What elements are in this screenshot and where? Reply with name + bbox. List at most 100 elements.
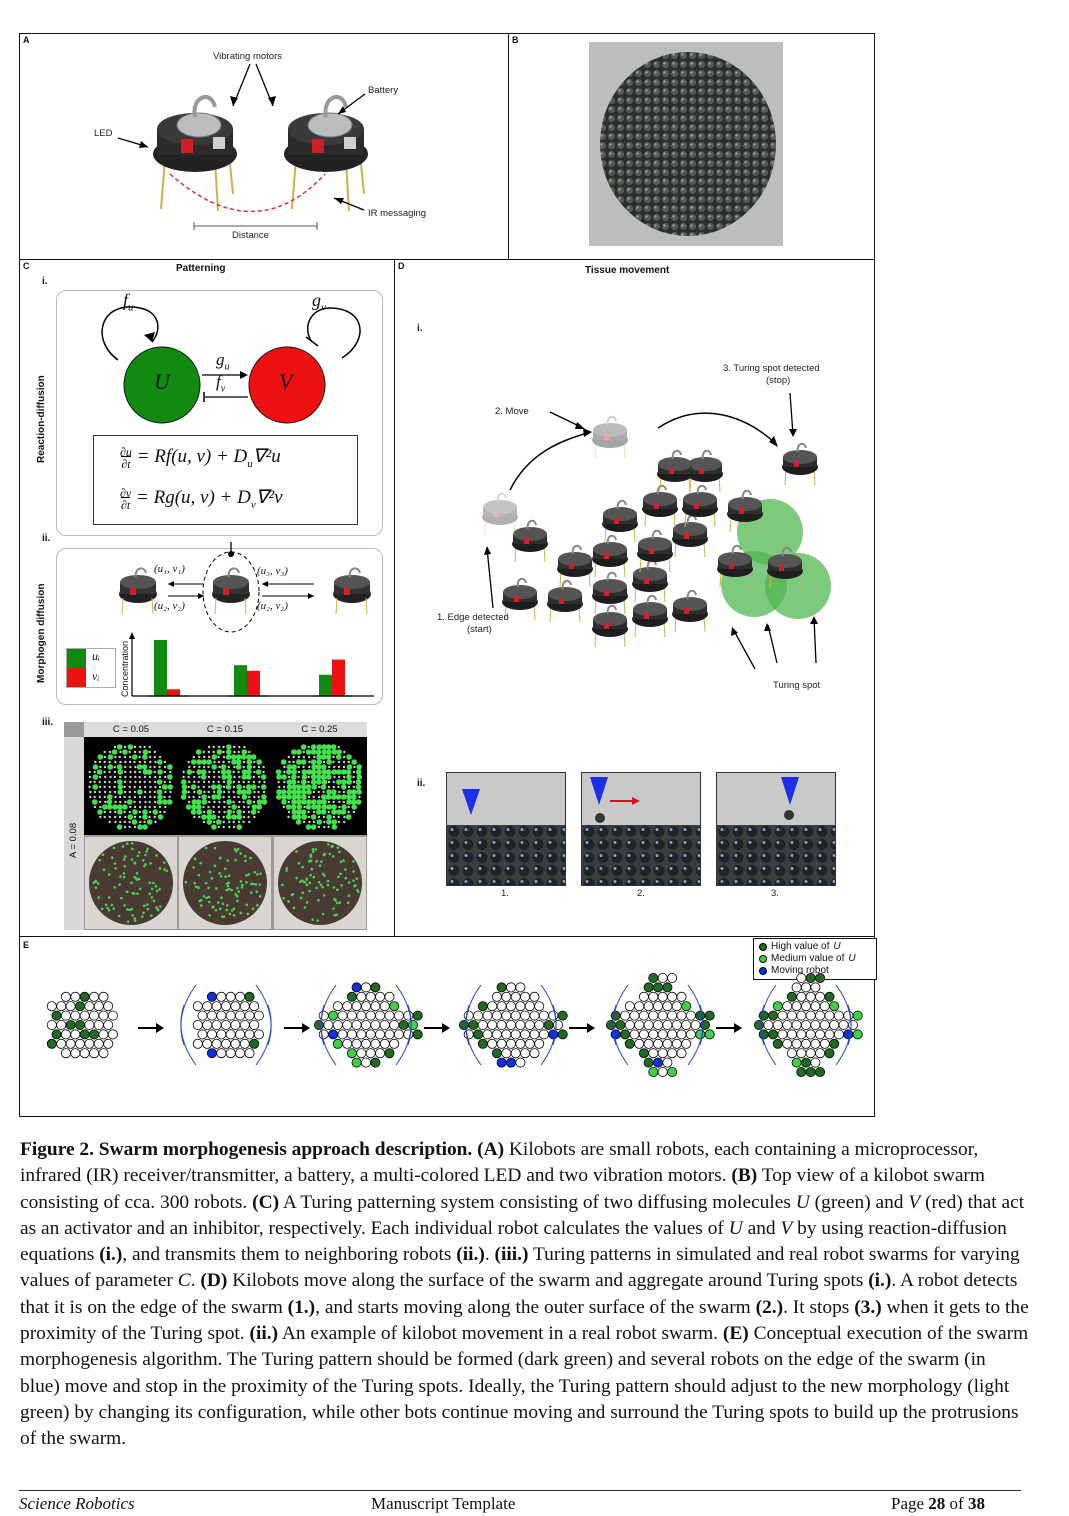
stage-2-arc-0 — [320, 984, 337, 1046]
real-swarm-1 — [179, 837, 271, 929]
tissue-kilobot-10 — [642, 484, 678, 528]
footer-rule — [19, 1490, 1021, 1491]
tissue-kilobot-20 — [782, 442, 818, 486]
patterning-title: Patterning — [176, 263, 226, 274]
tissue-kilobot-ghost-move — [592, 415, 628, 459]
tissue-kilobot-9 — [672, 514, 708, 558]
tissue-kilobot-11 — [682, 484, 718, 528]
footer-template: Manuscript Template — [371, 1494, 516, 1513]
label-battery: Battery — [368, 85, 399, 96]
stage-1-arc-0 — [180, 984, 197, 1046]
morphogen-diagram — [119, 542, 371, 633]
tissue-kilobot-15 — [632, 594, 668, 638]
tissue-movement-diagram — [482, 392, 831, 670]
stage-4-arc-2 — [687, 1004, 704, 1066]
tissue-kilobot-0 — [512, 519, 548, 563]
tissue-kilobot-14 — [592, 604, 628, 648]
stage-5-arc-1 — [835, 984, 852, 1046]
stage-arrowhead-2 — [442, 1023, 450, 1033]
stage-5-arc-0 — [760, 984, 777, 1046]
frame-label-1: 1. — [501, 888, 509, 899]
swarm-photo — [589, 42, 783, 246]
stage-arrowhead-4 — [734, 1023, 742, 1033]
morphogen-box — [56, 548, 383, 705]
panel-e-label: E — [23, 940, 30, 950]
tissue-kilobot-4 — [592, 571, 628, 615]
label-led: LED — [94, 128, 113, 139]
label-g-u: gu — [216, 350, 230, 373]
tissue-kilobot-19 — [767, 546, 803, 590]
label-vibrating-motors: Vibrating motors — [213, 51, 282, 62]
label-distance: Distance — [232, 230, 269, 241]
panel-d: D Tissue movement i. ii. 3. Turing spot … — [394, 259, 875, 937]
label-f-u: fu — [123, 290, 134, 314]
msg-bottom-right: (u₂, v₂) — [257, 600, 288, 612]
msg-top-right: (u₃, v₃) — [257, 565, 288, 577]
stage-5-arc-3 — [760, 1004, 777, 1066]
side-reaction-diffusion: Reaction-diffusion — [36, 375, 47, 463]
movement-frame-2 — [581, 772, 701, 886]
legend-v-swatch — [66, 668, 86, 688]
turing-spot-label: Turing spot — [773, 680, 821, 691]
sub-iii: iii. — [42, 717, 54, 728]
stage-4 — [606, 972, 715, 1078]
d-sub-ii: ii. — [417, 778, 426, 789]
panel-c-label: C — [23, 261, 30, 271]
frame-label-2: 2. — [637, 888, 645, 899]
edge-label-1: 1. Edge detected — [437, 612, 509, 623]
bar-u-2 — [319, 674, 332, 696]
a-value-label: A = 0.08 — [68, 822, 79, 858]
node-u-label: U — [154, 369, 170, 394]
sim-swarm-2 — [275, 744, 363, 830]
stage-4-arc-1 — [687, 984, 704, 1046]
stage-3-arc-0 — [465, 984, 482, 1046]
label-ir-messaging: IR messaging — [368, 208, 427, 219]
kilobot-right — [284, 95, 368, 212]
tissue-title: Tissue movement — [585, 265, 670, 276]
legend-moving-robot: Moving robot — [759, 965, 871, 977]
legend-high-u: High value of U — [759, 941, 871, 953]
stage-2-arc-2 — [395, 1004, 412, 1066]
bar-v-0 — [167, 689, 180, 696]
sim-swarm-0 — [88, 744, 174, 830]
tissue-kilobot-2 — [502, 577, 538, 621]
bar-v-1 — [247, 670, 260, 696]
tissue-kilobot-16 — [672, 589, 708, 633]
stage-1-arc-1 — [255, 984, 272, 1046]
panel-b-label: B — [512, 35, 519, 45]
morphogenesis-stages — [46, 972, 863, 1078]
stage-arrowhead-0 — [156, 1023, 164, 1033]
panel-b: B — [508, 33, 875, 260]
side-morphogen-diffusion: Morphogen diffusion — [36, 583, 47, 683]
tissue-kilobot-13 — [657, 449, 693, 493]
panel-d-label: D — [398, 261, 405, 271]
stage-4-arc-0 — [612, 984, 629, 1046]
simulated-patterns — [84, 737, 367, 835]
tissue-kilobot-5 — [632, 559, 668, 603]
turing-stop-1: 3. Turing spot detected — [723, 363, 820, 374]
legend-u-swatch — [66, 648, 86, 668]
movement-frame-1 — [446, 772, 566, 886]
equation-u: ∂u ∂t = Rf(u, v) + Du∇²u — [120, 444, 281, 471]
turing-stop-2: (stop) — [766, 375, 791, 386]
c-label-0: C = 0.05 — [84, 722, 178, 737]
d-sub-i: i. — [417, 323, 423, 334]
real-patterns — [85, 837, 366, 929]
panel-c: C Patterning i. ii. iii. Reaction-diffus… — [19, 259, 396, 937]
panel-a: A — [19, 33, 509, 260]
tissue-kilobot-7 — [602, 499, 638, 543]
sub-ii: ii. — [42, 533, 51, 544]
tissue-kilobot-1 — [557, 544, 593, 588]
c-label-1: C = 0.15 — [178, 722, 272, 737]
bar-u-1 — [234, 665, 247, 696]
c-label-2: C = 0.25 — [272, 722, 367, 737]
equation-v: ∂v ∂t = Rg(u, v) + Dv∇²v — [120, 485, 283, 512]
stage-1-arc-2 — [255, 1004, 272, 1066]
real-swarm-0 — [85, 837, 177, 929]
kilobot-diagram — [117, 63, 368, 230]
panel-e: E High value of U Medium value of U Movi… — [19, 936, 877, 1117]
stage-arrowhead-1 — [302, 1023, 310, 1033]
msg-top-left: (u₁, v₁) — [154, 563, 185, 575]
footer-page: Page 28 of 38 — [891, 1494, 985, 1513]
panel-a-label: A — [23, 35, 30, 45]
